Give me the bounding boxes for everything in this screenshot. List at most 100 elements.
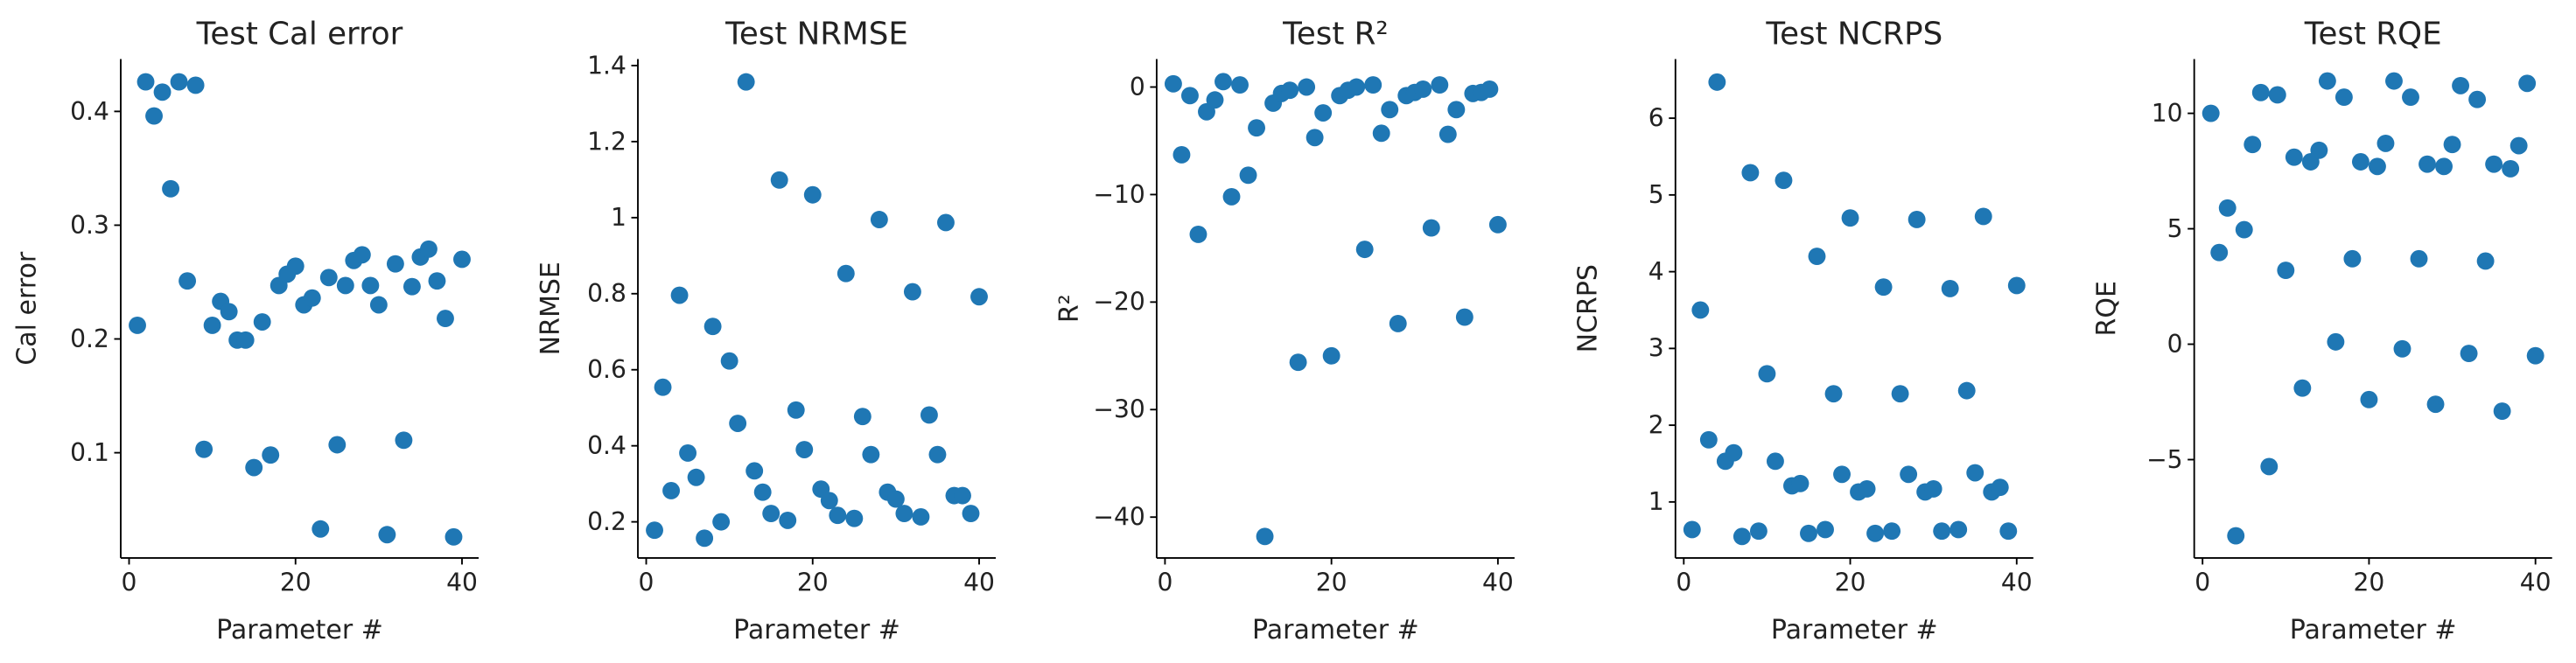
point: [2502, 159, 2520, 178]
point: [836, 264, 855, 283]
subplot-title: Test Cal error: [196, 17, 403, 52]
point: [2385, 72, 2403, 90]
y-tick-label: 0.8: [587, 279, 626, 308]
x-axis-label: Parameter #: [1252, 615, 1419, 646]
point: [2402, 88, 2419, 107]
point: [428, 272, 446, 290]
point: [129, 316, 146, 334]
point: [303, 289, 321, 307]
point: [444, 527, 463, 546]
point: [1841, 209, 1859, 227]
point: [1438, 125, 1457, 143]
y-tick-label: 0.1: [70, 438, 109, 467]
point: [2334, 88, 2353, 107]
point: [195, 440, 214, 458]
point: [2460, 345, 2478, 363]
x-tick-label: 20: [1316, 568, 1348, 597]
point: [1874, 278, 1893, 297]
point: [136, 73, 155, 91]
point: [2435, 157, 2453, 176]
point: [895, 505, 914, 523]
point: [862, 445, 880, 464]
y-tick-label: 5: [2167, 214, 2183, 243]
point: [903, 283, 921, 301]
point: [145, 107, 163, 125]
point: [1455, 308, 1474, 326]
x-tick-label: 0: [639, 568, 654, 597]
point: [886, 490, 905, 508]
point: [2510, 136, 2528, 155]
point: [1172, 146, 1191, 164]
point: [853, 408, 872, 426]
point: [1364, 76, 1382, 94]
point: [1214, 73, 1232, 91]
point: [236, 331, 255, 349]
subplot: Test R² −40 −30 −20 −10 0 0 20 40 Parameter # R²: [1054, 17, 1515, 646]
point: [1431, 76, 1449, 94]
y-axis-label: R²: [1054, 294, 1085, 323]
point: [1381, 101, 1399, 119]
point: [2410, 249, 2428, 268]
point: [1206, 91, 1224, 109]
point: [328, 436, 346, 454]
x-axis-label: Parameter #: [216, 615, 383, 646]
point: [378, 526, 396, 544]
y-tick-label: 0.6: [587, 355, 626, 384]
subplot: Test Cal error 0.1 0.2 0.3 0.4 0 20 40 Parameter…: [11, 17, 480, 646]
point: [2327, 332, 2345, 351]
point: [1256, 527, 1274, 546]
x-tick-label: 40: [2001, 568, 2033, 597]
point: [336, 276, 354, 295]
point: [2526, 346, 2544, 365]
point: [970, 288, 988, 306]
point: [1691, 301, 1710, 319]
point: [1957, 381, 1976, 400]
point: [369, 296, 388, 314]
point: [1941, 279, 1959, 297]
point: [2251, 83, 2270, 101]
point: [654, 378, 672, 396]
point: [1883, 522, 1901, 541]
subplot: Test NCRPS 1 2 3 4 5 6 0 20 40 Parameter # NCRPS: [1573, 17, 2034, 646]
point: [1758, 365, 1776, 383]
point: [1181, 87, 1199, 105]
point: [1289, 353, 1307, 372]
point: [1858, 480, 1876, 498]
point: [1741, 164, 1760, 182]
point: [1189, 225, 1208, 243]
point: [762, 505, 780, 523]
x-tick-label: 0: [122, 568, 137, 597]
point: [1281, 81, 1299, 100]
point: [386, 255, 404, 273]
subplot-title: Test RQE: [2304, 17, 2442, 52]
point: [253, 313, 271, 331]
point: [1164, 74, 1182, 93]
point: [2452, 76, 2470, 94]
point: [753, 483, 772, 501]
x-tick-label: 20: [2354, 568, 2385, 597]
x-tick-label: 0: [1676, 568, 1691, 597]
x-tick-label: 20: [280, 568, 312, 597]
x-tick-label: 0: [2194, 568, 2210, 597]
point: [696, 529, 714, 548]
point: [1791, 474, 1810, 492]
x-tick-label: 40: [1482, 568, 1514, 597]
point: [1950, 520, 1968, 539]
y-tick-label: 1.2: [587, 127, 626, 156]
y-tick-label: 0: [2167, 330, 2183, 359]
point: [2268, 86, 2286, 104]
point: [670, 286, 689, 304]
point: [1816, 520, 1834, 539]
y-tick-label: 1.4: [587, 51, 626, 80]
point: [1355, 241, 1374, 259]
point: [746, 462, 764, 480]
point: [1372, 124, 1390, 143]
point: [687, 468, 705, 486]
point: [1924, 480, 1942, 498]
subplot-title: Test NRMSE: [724, 17, 908, 52]
y-tick-label: 0: [1130, 73, 1145, 101]
x-axis-label: Parameter #: [733, 615, 900, 646]
point: [395, 431, 413, 450]
point: [779, 511, 797, 529]
